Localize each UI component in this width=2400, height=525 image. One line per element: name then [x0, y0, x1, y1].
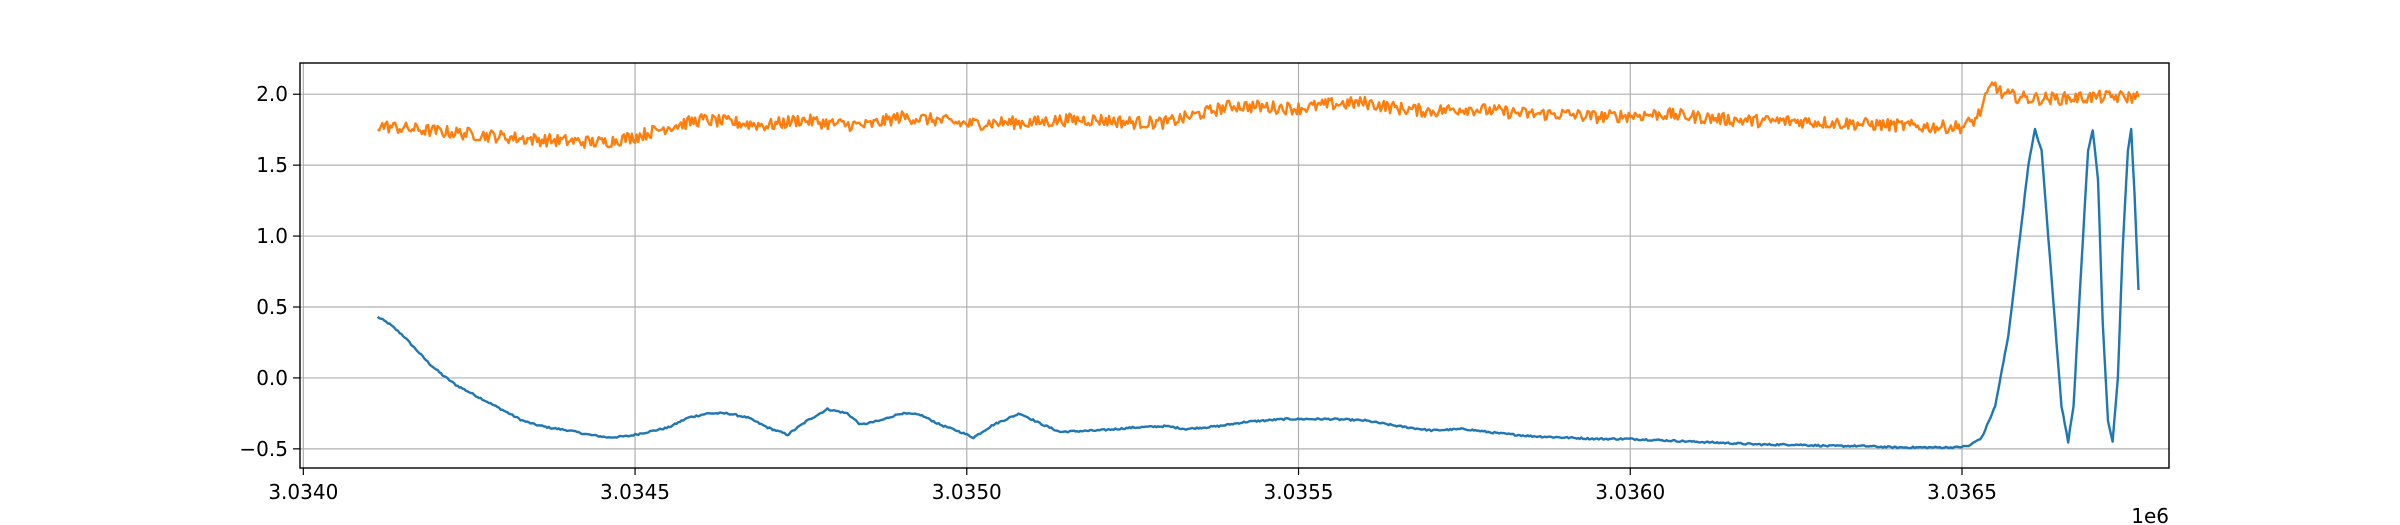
- x-tick-label: 3.0345: [600, 480, 670, 504]
- y-tick-label: −0.5: [239, 437, 288, 461]
- y-tick-label: 1.5: [256, 153, 288, 177]
- y-tick-label: 2.0: [256, 82, 288, 106]
- x-tick-label: 3.0365: [1927, 480, 1997, 504]
- y-tick-label: 1.0: [256, 224, 288, 248]
- x-tick-label: 3.0360: [1595, 480, 1665, 504]
- y-tick-label: 0.0: [256, 366, 288, 390]
- x-axis: 3.0340 3.0345 3.0350 3.0355 3.0360 3.0365: [268, 468, 1997, 504]
- series-line-2: [377, 81, 2140, 149]
- series-group: [376, 81, 2140, 450]
- x-tick-label: 3.0350: [932, 480, 1002, 504]
- y-axis: −0.5 0.0 0.5 1.0 1.5 2.0: [239, 82, 300, 461]
- x-tick-label: 3.0340: [268, 480, 338, 504]
- plot-frame: [299, 62, 2170, 469]
- x-tick-label: 3.0355: [1264, 480, 1334, 504]
- series-line-1: [376, 127, 2140, 450]
- x-offset-label: 1e6: [2131, 504, 2169, 525]
- y-tick-label: 0.5: [256, 295, 288, 319]
